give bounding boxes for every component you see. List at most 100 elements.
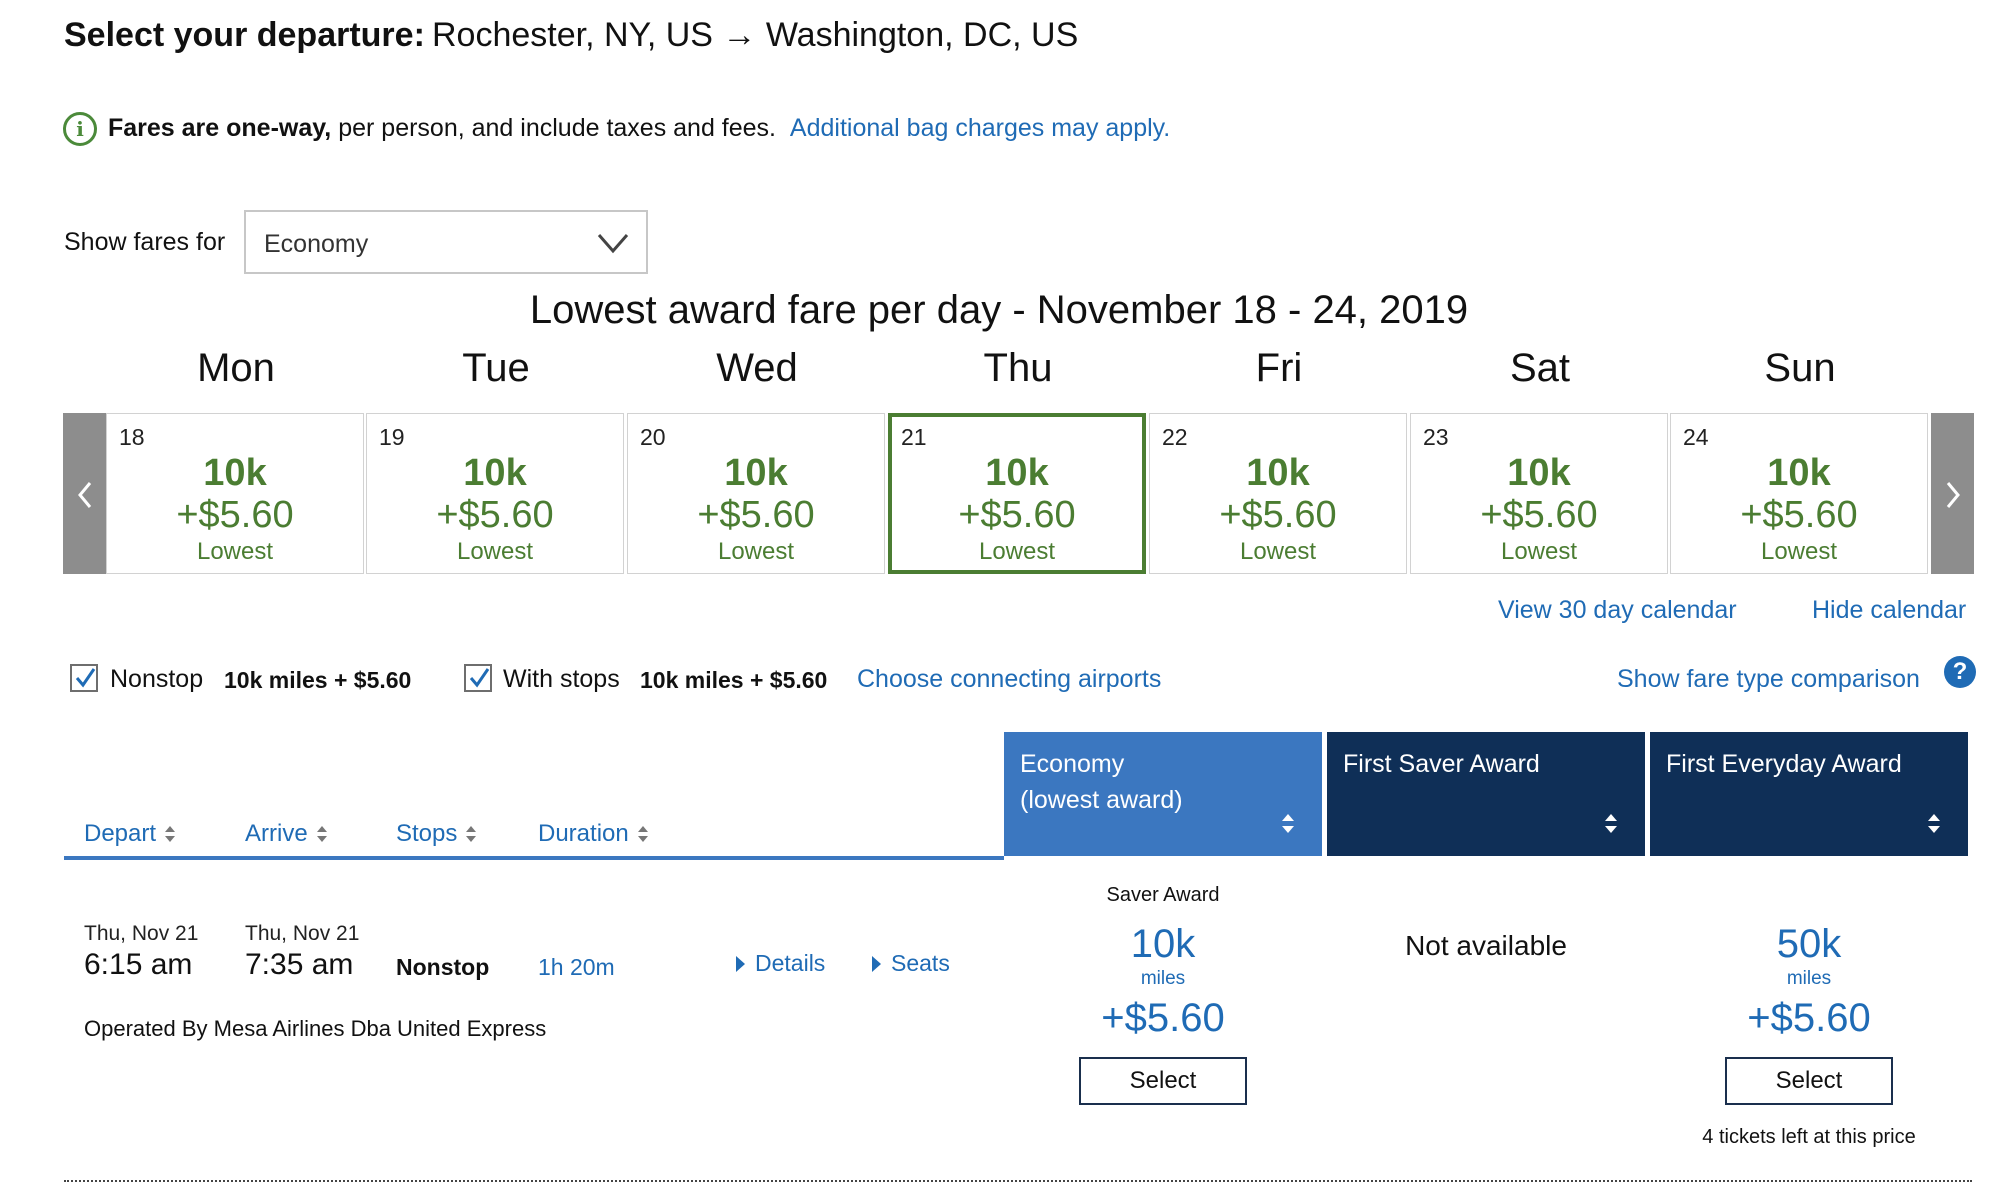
info-icon: i (63, 112, 97, 146)
calendar-day-note: Lowest (1500, 538, 1578, 565)
hide-calendar-link[interactable]: Hide calendar (1812, 596, 1967, 624)
sort-arrive[interactable]: Arrive (245, 820, 328, 848)
arrive-date: Thu, Nov 21 (245, 922, 360, 945)
select-economy-button[interactable]: Select (1079, 1057, 1247, 1105)
with-stops-price: 10k miles + $5.60 (640, 667, 828, 693)
choose-connecting-airports-link[interactable]: Choose connecting airports (857, 665, 1162, 693)
select-first-everyday-button[interactable]: Select (1725, 1057, 1893, 1105)
view-30-day-calendar-link[interactable]: View 30 day calendar (1498, 596, 1737, 624)
bag-charges-link[interactable]: Additional bag charges may apply. (789, 114, 1171, 142)
calendar-next-button[interactable] (1931, 413, 1974, 574)
sort-arrive-label: Arrive (245, 820, 308, 847)
calendar-day-price: +$5.60 (1219, 494, 1337, 536)
calendar-day-miles: 10k (724, 452, 788, 494)
sort-duration[interactable]: Duration (538, 820, 649, 848)
calendar-prev-button[interactable] (63, 413, 106, 574)
first-saver-status: Not available (1405, 930, 1567, 961)
calendar-day-note: Lowest (1760, 538, 1838, 565)
economy-fee: +$5.60 (1101, 996, 1225, 1040)
chevron-right-icon (1946, 482, 1960, 508)
fare-header-line2: (lowest award) (1020, 786, 1183, 814)
route-text: Rochester, NY, US → Washington, DC, US (432, 16, 1079, 54)
calendar-day-price: +$5.60 (1480, 494, 1598, 536)
calendar-day-miles: 10k (203, 452, 267, 494)
calendar-day-number: 19 (379, 424, 405, 450)
economy-miles-label: miles (1140, 968, 1186, 989)
day-name-tue: Tue (462, 346, 530, 390)
triangle-right-icon (736, 956, 745, 972)
day-name-sat: Sat (1509, 346, 1571, 390)
calendar-day-number: 18 (119, 424, 145, 450)
calendar-day-note: Lowest (1239, 538, 1317, 565)
calendar-day-number: 24 (1683, 424, 1709, 450)
row-divider (64, 1180, 1972, 1182)
fare-header-first-everyday[interactable]: First Everyday Award (1650, 732, 1968, 856)
fare-header-line1: First Saver Award (1343, 750, 1540, 778)
calendar-day-price: +$5.60 (958, 494, 1076, 536)
fare-info-rest: per person, and include taxes and fees. (331, 114, 777, 142)
calendar-day-19[interactable]: 19 10k +$5.60 Lowest (366, 413, 624, 574)
seats-label: Seats (891, 950, 950, 976)
with-stops-label: With stops (503, 665, 620, 693)
day-name-sun: Sun (1764, 346, 1836, 390)
sort-icon (164, 825, 176, 844)
sort-icon (465, 825, 477, 844)
depart-time: 6:15 am (84, 948, 193, 981)
depart-date: Thu, Nov 21 (84, 922, 199, 945)
sort-stops-label: Stops (396, 820, 458, 847)
calendar-day-note: Lowest (196, 538, 274, 565)
sort-icon (637, 825, 649, 844)
calendar-day-price: +$5.60 (176, 494, 294, 536)
calendar-day-number: 23 (1423, 424, 1449, 450)
fare-info-text: Fares are one-way, per person, and inclu… (108, 114, 1170, 143)
sort-icon (316, 825, 328, 844)
fare-header-economy[interactable]: Economy (lowest award) (1004, 732, 1322, 856)
calendar-day-21-selected[interactable]: 21 10k +$5.60 Lowest (888, 413, 1146, 574)
fare-header-line1: First Everyday Award (1666, 750, 1902, 778)
calendar-day-number: 21 (901, 424, 927, 450)
fare-header-line1: Economy (1020, 750, 1125, 778)
calendar-day-miles: 10k (985, 452, 1049, 494)
sort-duration-label: Duration (538, 820, 629, 847)
day-name-fri: Fri (1255, 346, 1303, 390)
calendar-day-miles: 10k (463, 452, 527, 494)
sort-icon (1282, 814, 1294, 834)
calendar-day-miles: 10k (1507, 452, 1571, 494)
nonstop-label: Nonstop (110, 665, 204, 693)
checkmark-icon (469, 668, 490, 688)
calendar-day-23[interactable]: 23 10k +$5.60 Lowest (1410, 413, 1668, 574)
column-header-underline (64, 856, 1004, 860)
calendar-day-24[interactable]: 24 10k +$5.60 Lowest (1670, 413, 1928, 574)
arrive-time: 7:35 am (245, 948, 354, 981)
cabin-select[interactable]: Economy (244, 210, 648, 274)
calendar-day-number: 20 (640, 424, 666, 450)
sort-depart[interactable]: Depart (84, 820, 176, 848)
tickets-left-note: 4 tickets left at this price (1702, 1126, 1916, 1148)
calendar-day-number: 22 (1162, 424, 1188, 450)
sort-stops[interactable]: Stops (396, 820, 477, 848)
with-stops-checkbox[interactable] (464, 664, 492, 692)
calendar-day-22[interactable]: 22 10k +$5.60 Lowest (1149, 413, 1407, 574)
flight-duration: 1h 20m (538, 954, 615, 980)
first-everyday-miles: 50k (1776, 922, 1842, 966)
page-title: Select your departure: (64, 16, 425, 54)
seats-link[interactable]: Seats (872, 950, 950, 977)
calendar-day-18[interactable]: 18 10k +$5.60 Lowest (106, 413, 364, 574)
fare-tag: Saver Award (1106, 884, 1220, 906)
help-icon[interactable]: ? (1944, 656, 1976, 688)
sort-icon (1928, 814, 1940, 834)
fare-header-first-saver[interactable]: First Saver Award (1327, 732, 1645, 856)
triangle-right-icon (872, 956, 881, 972)
fare-type-comparison-link[interactable]: Show fare type comparison (1617, 665, 1920, 693)
flight-stops: Nonstop (396, 954, 490, 980)
chevron-left-icon (77, 482, 91, 508)
details-link[interactable]: Details (736, 950, 825, 977)
fare-info-bold: Fares are one-way, (108, 114, 332, 142)
calendar-day-note: Lowest (978, 538, 1056, 565)
show-fares-label: Show fares for (64, 228, 226, 256)
day-name-wed: Wed (716, 346, 798, 390)
calendar-day-note: Lowest (717, 538, 795, 565)
nonstop-checkbox[interactable] (70, 664, 98, 692)
calendar-day-20[interactable]: 20 10k +$5.60 Lowest (627, 413, 885, 574)
calendar-day-price: +$5.60 (1740, 494, 1858, 536)
